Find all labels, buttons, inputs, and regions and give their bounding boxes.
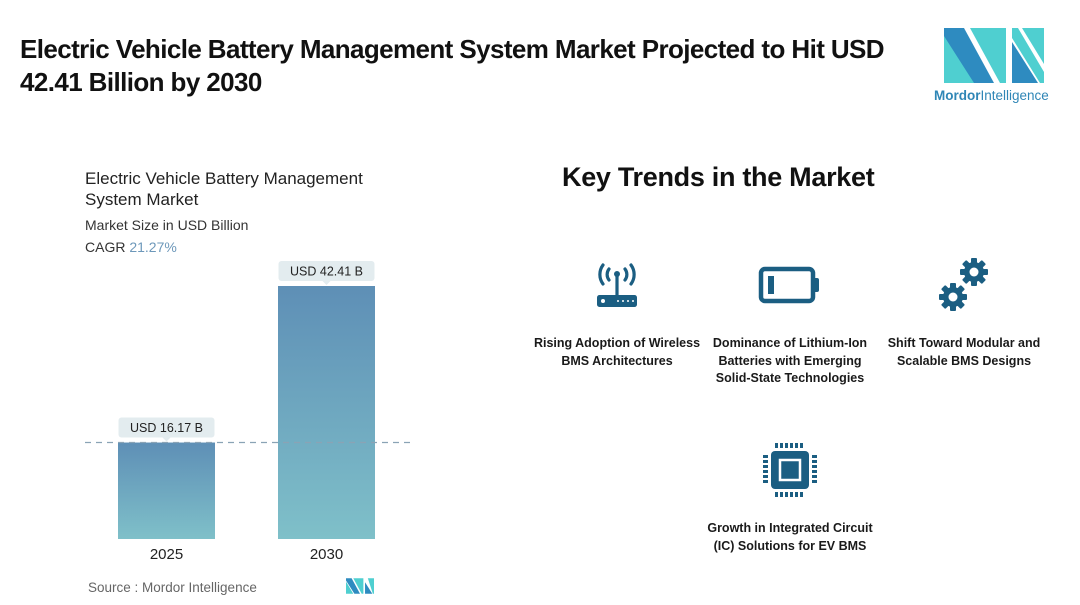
trend-item-modular: Shift Toward Modular and Scalable BMS De…	[874, 255, 1054, 370]
source-logo-icon	[346, 578, 374, 599]
data-label-bg	[118, 417, 215, 438]
data-label: USD 16.17 B	[130, 421, 203, 435]
data-label-bg	[278, 261, 375, 281]
x-tick-label: 2025	[150, 546, 183, 563]
battery-icon	[700, 255, 880, 315]
trend-item-ic-solutions: Growth in Integrated Circuit (IC) Soluti…	[700, 440, 880, 555]
bar-chart: USD 16.17 B 2025 USD 42.41 B 2030	[85, 261, 410, 563]
trend-item-lithium-ion: Dominance of Lithium-Ion Batteries with …	[700, 255, 880, 388]
trend-label: Rising Adoption of Wireless BMS Architec…	[533, 336, 701, 368]
data-label-pointer	[162, 437, 171, 442]
logo-wordmark: MordorIntelligence	[934, 88, 1049, 103]
trend-label: Shift Toward Modular and Scalable BMS De…	[887, 336, 1041, 368]
page-title: Electric Vehicle Battery Management Syst…	[20, 34, 885, 97]
gears-icon	[874, 255, 1054, 315]
cagr: CAGR 21.27%	[85, 239, 177, 255]
mordor-intelligence-logo	[944, 28, 1059, 108]
bar-2025	[118, 442, 215, 539]
logo-word-light: Intelligence	[980, 88, 1049, 103]
trends-title: Key Trends in the Market	[562, 162, 875, 192]
trend-label: Dominance of Lithium-Ion Batteries with …	[712, 336, 868, 385]
logo-mark-icon	[944, 28, 1044, 83]
logo-word-bold: Mordor	[934, 88, 981, 103]
x-tick-label: 2030	[310, 546, 343, 563]
trend-item-wireless: Rising Adoption of Wireless BMS Architec…	[527, 255, 707, 370]
data-label-pointer	[322, 281, 331, 285]
cagr-value: 21.27%	[129, 239, 177, 255]
chart-subtitle: Market Size in USD Billion	[85, 217, 249, 233]
bar-2030	[278, 286, 375, 539]
source-note: Source : Mordor Intelligence	[88, 580, 257, 595]
trend-label: Growth in Integrated Circuit (IC) Soluti…	[707, 521, 873, 553]
cagr-label: CAGR	[85, 239, 126, 255]
microchip-icon	[700, 440, 880, 500]
data-label: USD 42.41 B	[290, 265, 363, 279]
chart-title: Electric Vehicle Battery Management Syst…	[85, 169, 363, 209]
wireless-router-icon	[527, 255, 707, 315]
